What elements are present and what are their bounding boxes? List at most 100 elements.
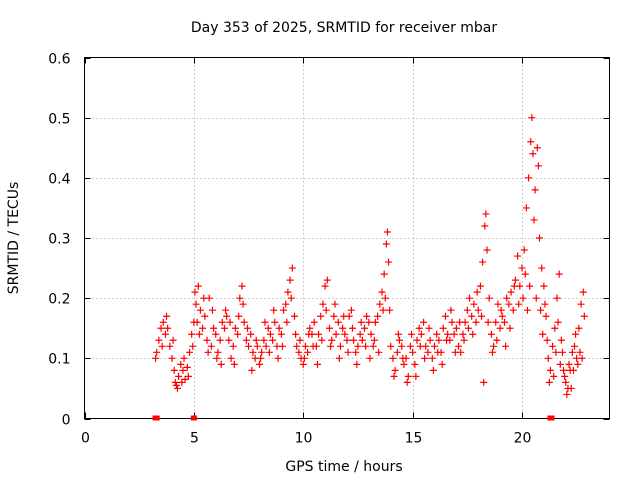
data-point [510,282,518,290]
y-tick-label: 0 [62,413,71,429]
data-point [472,318,480,326]
zero-data-point [548,415,555,421]
data-point [494,300,502,308]
data-point [394,330,402,338]
data-point [509,306,517,314]
data-point [530,216,538,224]
data-point [354,342,362,350]
data-point [310,318,318,326]
data-point [556,360,564,368]
data-point [479,258,487,266]
data-point [299,360,307,368]
data-point [234,330,242,338]
data-point [188,330,196,338]
data-point [421,354,429,362]
data-point [175,372,183,380]
zero-data-point [190,415,197,421]
data-point [575,324,583,332]
data-point [322,306,330,314]
data-point [565,360,573,368]
data-point [336,342,344,350]
y-tick-label: 0.2 [48,292,70,308]
data-point [555,270,563,278]
data-point [249,348,257,356]
data-point [438,360,446,368]
data-point [493,336,501,344]
data-point [164,324,172,332]
data-point [173,384,181,392]
data-point [576,348,584,356]
data-point [434,348,442,356]
data-point [203,336,211,344]
data-point [181,375,189,383]
data-point [208,306,216,314]
data-point [271,318,279,326]
data-point [231,324,239,332]
data-point [261,318,269,326]
data-point [441,312,449,320]
data-point [443,336,451,344]
data-point [274,354,282,362]
data-point [506,324,514,332]
data-point [485,294,493,302]
data-point [204,348,212,356]
data-point [196,306,204,314]
data-point [358,336,366,344]
data-point [497,306,505,314]
data-point [490,342,498,350]
data-point [178,378,186,386]
data-point [229,342,237,350]
data-point [328,336,336,344]
data-point [265,348,273,356]
data-point [522,204,530,212]
data-point [464,324,472,332]
data-point [577,300,585,308]
data-point [309,342,317,350]
data-point [406,342,414,350]
data-point [389,354,397,362]
x-axis-label: GPS time / hours [285,459,402,475]
data-point [317,312,325,320]
data-point [574,360,582,368]
data-point [334,318,342,326]
data-point [230,360,238,368]
data-point [526,282,534,290]
data-point [280,306,288,314]
data-point [383,228,391,236]
data-point [399,354,407,362]
data-point [321,282,329,290]
data-point [171,378,179,386]
data-point [183,363,191,371]
data-point [375,348,383,356]
data-point [352,348,360,356]
data-point [492,318,500,326]
data-point [295,348,303,356]
data-point [561,372,569,380]
data-point [216,336,224,344]
data-point [200,294,208,302]
data-point [266,330,274,338]
data-point [552,348,560,356]
zero-data-point [153,415,160,421]
data-point [221,324,228,332]
data-point [225,336,233,344]
data-point [400,360,408,368]
data-point [199,324,207,332]
data-point [350,336,358,344]
data-point [218,318,226,326]
data-point [166,342,174,350]
data-point [212,330,220,338]
data-point [172,381,180,389]
data-point [413,336,421,344]
data-point [217,360,225,368]
data-point [532,294,540,302]
data-point [417,330,425,338]
data-point [278,342,286,350]
x-tick-label: 0 [81,431,90,447]
data-point [306,324,314,332]
data-point [459,330,467,338]
data-point [247,330,255,338]
data-point [223,312,231,320]
data-point [326,324,333,332]
